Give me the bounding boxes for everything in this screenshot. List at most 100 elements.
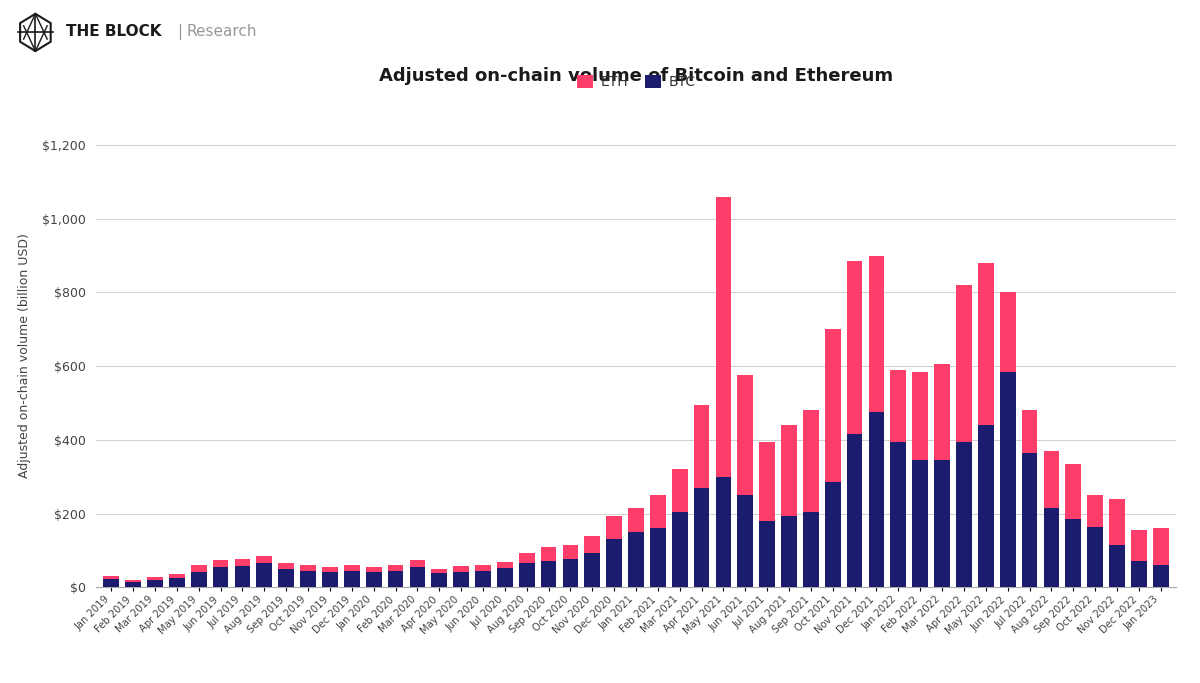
- Bar: [1066, 464, 1081, 519]
- Bar: [978, 426, 994, 587]
- Bar: [409, 561, 425, 567]
- Bar: [781, 516, 797, 587]
- Bar: [760, 442, 775, 521]
- Bar: [475, 566, 491, 571]
- Bar: [169, 579, 185, 587]
- Bar: [257, 556, 272, 563]
- Bar: [935, 460, 950, 587]
- Bar: [454, 572, 469, 587]
- Bar: [191, 572, 206, 587]
- Bar: [1021, 410, 1037, 453]
- Bar: [518, 553, 534, 563]
- Bar: [1066, 519, 1081, 587]
- Bar: [235, 559, 251, 566]
- Bar: [541, 561, 557, 587]
- Bar: [1153, 529, 1169, 566]
- Bar: [912, 372, 928, 460]
- Bar: [235, 566, 251, 587]
- Bar: [956, 442, 972, 587]
- Bar: [628, 508, 644, 532]
- Bar: [694, 405, 709, 488]
- Bar: [212, 567, 228, 587]
- Bar: [257, 563, 272, 587]
- Bar: [409, 567, 425, 587]
- Bar: [475, 571, 491, 587]
- Bar: [366, 572, 382, 587]
- Bar: [431, 573, 448, 587]
- Bar: [541, 547, 557, 561]
- Bar: [191, 566, 206, 572]
- Bar: [563, 559, 578, 587]
- Bar: [322, 572, 337, 587]
- Bar: [803, 512, 818, 587]
- Bar: [1153, 566, 1169, 587]
- Bar: [1044, 451, 1060, 508]
- Bar: [300, 566, 316, 571]
- Bar: [956, 285, 972, 442]
- Bar: [344, 571, 360, 587]
- Bar: [125, 581, 142, 582]
- Bar: [454, 566, 469, 572]
- Bar: [606, 540, 622, 587]
- Bar: [694, 488, 709, 587]
- Bar: [628, 532, 644, 587]
- Bar: [650, 529, 666, 587]
- Bar: [388, 571, 403, 587]
- Bar: [497, 568, 512, 587]
- Bar: [300, 571, 316, 587]
- Bar: [584, 553, 600, 587]
- Bar: [824, 482, 841, 587]
- Bar: [1021, 453, 1037, 587]
- Bar: [890, 442, 906, 587]
- Bar: [715, 197, 731, 477]
- Bar: [672, 469, 688, 512]
- Bar: [1044, 508, 1060, 587]
- Bar: [650, 495, 666, 529]
- Bar: [1109, 545, 1124, 587]
- Bar: [781, 426, 797, 516]
- Bar: [148, 577, 163, 580]
- Title: Adjusted on-chain volume of Bitcoin and Ethereum: Adjusted on-chain volume of Bitcoin and …: [379, 67, 893, 85]
- Text: |: |: [178, 24, 182, 40]
- Bar: [847, 261, 863, 434]
- Bar: [148, 580, 163, 587]
- Bar: [912, 460, 928, 587]
- Bar: [1109, 499, 1124, 545]
- Bar: [738, 495, 754, 587]
- Bar: [431, 568, 448, 573]
- Bar: [388, 566, 403, 571]
- Bar: [869, 255, 884, 413]
- Bar: [366, 567, 382, 572]
- Bar: [803, 410, 818, 512]
- Bar: [497, 561, 512, 568]
- Bar: [715, 477, 731, 587]
- Bar: [1000, 292, 1015, 372]
- Bar: [563, 544, 578, 559]
- Bar: [322, 567, 337, 572]
- Text: THE BLOCK: THE BLOCK: [66, 24, 162, 39]
- Bar: [847, 434, 863, 587]
- Bar: [672, 512, 688, 587]
- Bar: [935, 364, 950, 460]
- Bar: [1087, 495, 1103, 527]
- Bar: [169, 574, 185, 579]
- Bar: [212, 561, 228, 567]
- Bar: [760, 521, 775, 587]
- Bar: [125, 582, 142, 587]
- Bar: [518, 563, 534, 587]
- Bar: [1130, 561, 1147, 587]
- Bar: [606, 516, 622, 540]
- Bar: [869, 413, 884, 587]
- Text: Research: Research: [186, 24, 257, 39]
- Bar: [278, 569, 294, 587]
- Bar: [344, 566, 360, 571]
- Bar: [824, 329, 841, 482]
- Bar: [1130, 529, 1147, 561]
- Legend: ETH, BTC: ETH, BTC: [571, 70, 701, 95]
- Bar: [978, 263, 994, 426]
- Bar: [1087, 527, 1103, 587]
- Bar: [738, 376, 754, 495]
- Bar: [103, 579, 119, 587]
- Bar: [103, 576, 119, 579]
- Bar: [584, 535, 600, 553]
